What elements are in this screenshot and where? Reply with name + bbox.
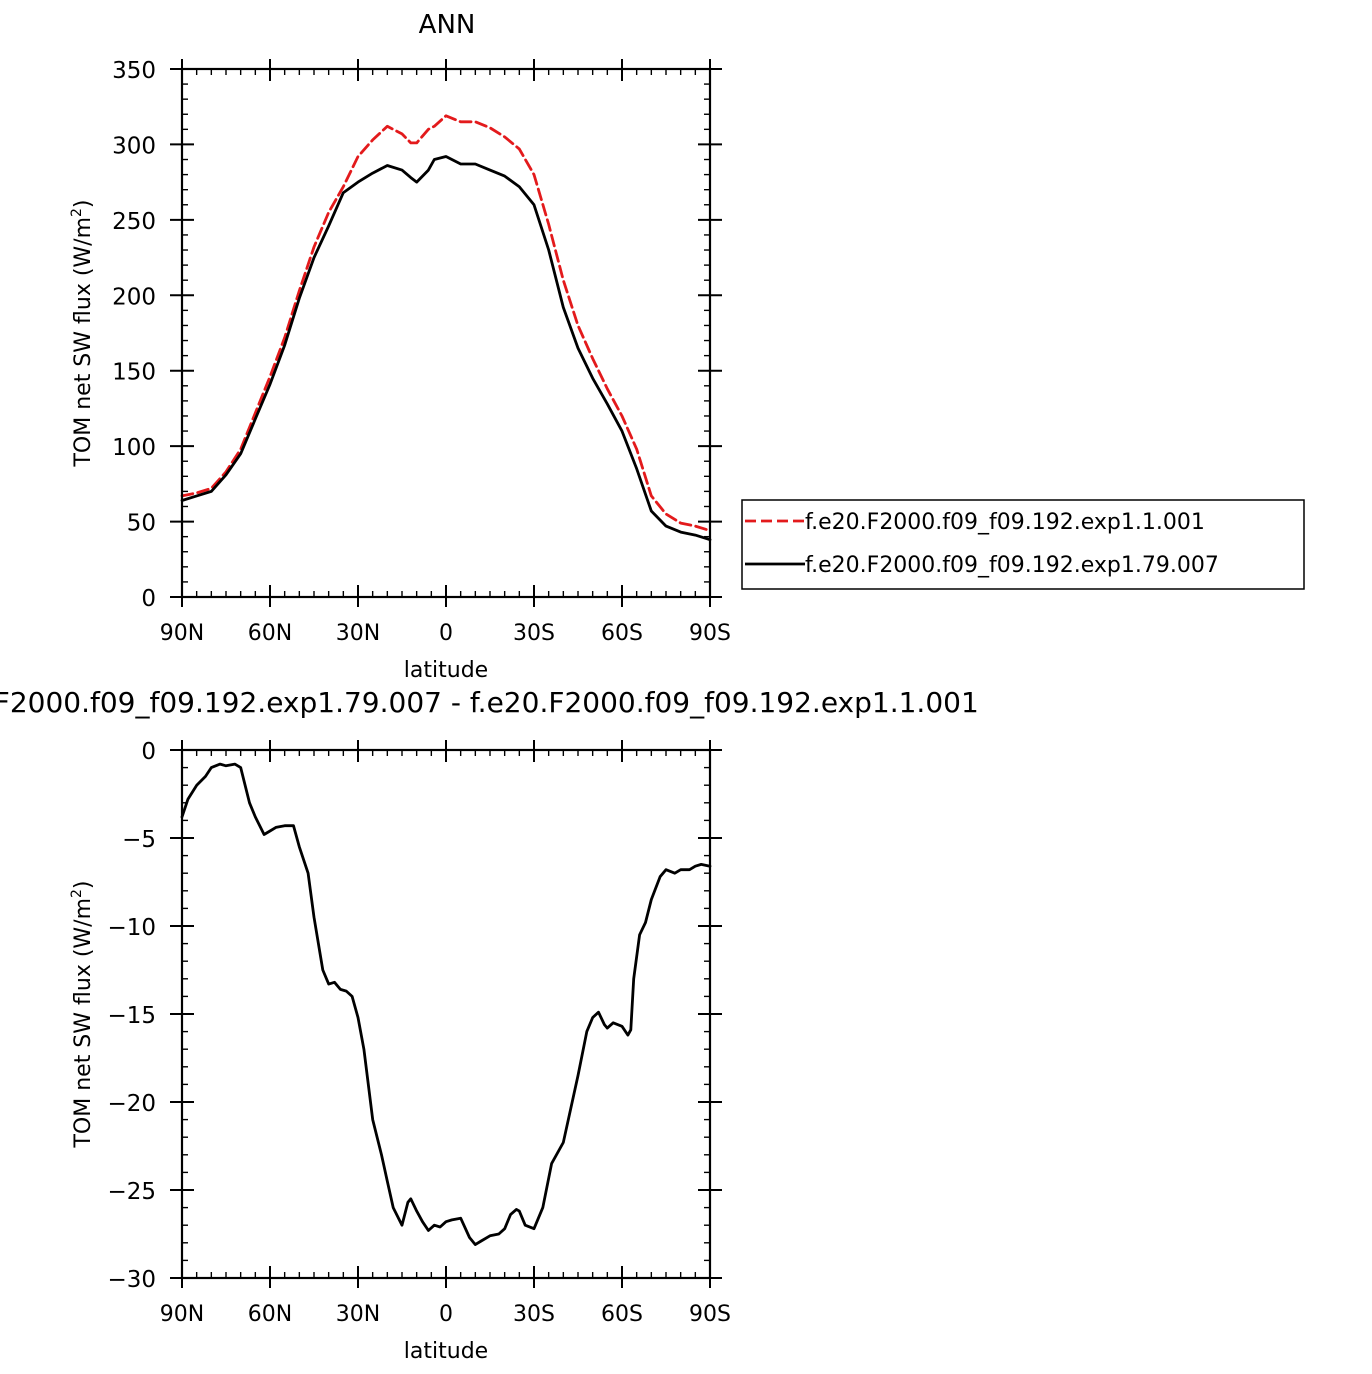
chart-top-x-tick-label: 30S [513,621,555,646]
legend-label-series-2: f.e20.F2000.f09_f09.192.exp1.79.007 [805,553,1219,578]
chart-bottom-x-tick-label: 60S [601,1302,643,1327]
chart-bottom-y-tick-label: −25 [107,1179,156,1205]
chart-top-y-tick-label: 100 [112,435,156,461]
chart-bottom-y-tick-label: −10 [107,915,156,941]
chart-bottom-ylabel-close: ) [71,880,96,889]
chart-top-y-tick-label: 50 [127,511,156,537]
chart-top-series-2-line [180,155,712,542]
chart-bottom-x-tick-label: 90N [160,1302,204,1327]
chart-top-y-tick-label: 200 [112,284,156,310]
chart-bottom-title: f.e20.F2000.f09_f09.192.exp1.79.007 - f.… [0,686,979,719]
chart-bottom-tick-labels: 90N 60N 30N 0 30S 60S 90S 0 −5 −10 −15 −20 −25 −30 [107,739,731,1327]
chart-top-ylabel: TOM net SW flux (W/m2) [69,199,96,467]
chart-top-x-tick-label: 60N [248,621,292,646]
chart-top-frame [180,67,712,599]
chart-top-y-tick-label: 150 [112,360,156,386]
chart-top-series [180,114,712,542]
chart-top-x-tick-label: 0 [439,621,453,646]
chart-bottom-y-tick-label: −20 [107,1091,156,1117]
chart-top-ticks [170,59,722,607]
chart-bottom-series-1-line [180,762,712,1246]
chart-bottom-x-tick-label: 0 [439,1302,453,1327]
chart-bottom-ticks [170,740,722,1288]
chart-top-ylabel-close: ) [71,199,96,208]
chart-bottom-x-tick-label: 30S [513,1302,555,1327]
chart-top-title: ANN [419,10,476,40]
chart-top-tick-labels: 90N 60N 30N 0 30S 60S 90S 0 50 100 150 200 250 300 350 [112,58,731,646]
chart-top: ANN 90N 60N 30N 0 30S 60S 90S 0 50 100 150 200 250 30… [69,10,1305,683]
chart-bottom-ylabel-text: TOM net SW flux (W/m [71,898,96,1149]
chart-bottom-ylabel-sup: 2 [69,889,85,898]
chart-bottom-x-tick-label: 60N [248,1302,292,1327]
chart-bottom-y-tick-label: 0 [141,739,156,765]
chart-bottom-ylabel: TOM net SW flux (W/m2) [69,880,96,1148]
chart-bottom: f.e20.F2000.f09_f09.192.exp1.79.007 - f.… [0,686,979,1364]
chart-top-x-tick-label: 60S [601,621,643,646]
chart-top-x-tick-label: 30N [336,621,380,646]
chart-bottom-y-tick-label: −15 [107,1003,156,1029]
legend-label-series-1: f.e20.F2000.f09_f09.192.exp1.1.001 [805,510,1205,535]
chart-bottom-x-tick-label: 30N [336,1302,380,1327]
chart-bottom-frame [180,748,712,1280]
chart-top-xlabel: latitude [404,658,488,683]
chart-bottom-x-tick-label: 90S [689,1302,731,1327]
chart-bottom-y-tick-label: −30 [107,1267,156,1293]
chart-top-y-tick-label: 350 [112,58,156,84]
chart-bottom-xlabel: latitude [404,1339,488,1364]
chart-top-ylabel-sup: 2 [69,208,85,217]
chart-top-x-tick-label: 90S [689,621,731,646]
chart-top-y-tick-label: 250 [112,209,156,235]
chart-top-x-tick-label: 90N [160,621,204,646]
legend: f.e20.F2000.f09_f09.192.exp1.1.001 f.e20… [741,499,1305,590]
chart-top-y-tick-label: 0 [141,586,156,612]
chart-bottom-series [180,762,712,1246]
chart-top-y-tick-label: 300 [112,133,156,159]
chart-bottom-y-tick-label: −5 [122,827,156,853]
legend-box [741,499,1305,590]
chart-top-series-1-line [180,114,712,532]
chart-top-ylabel-text: TOM net SW flux (W/m [71,217,96,468]
